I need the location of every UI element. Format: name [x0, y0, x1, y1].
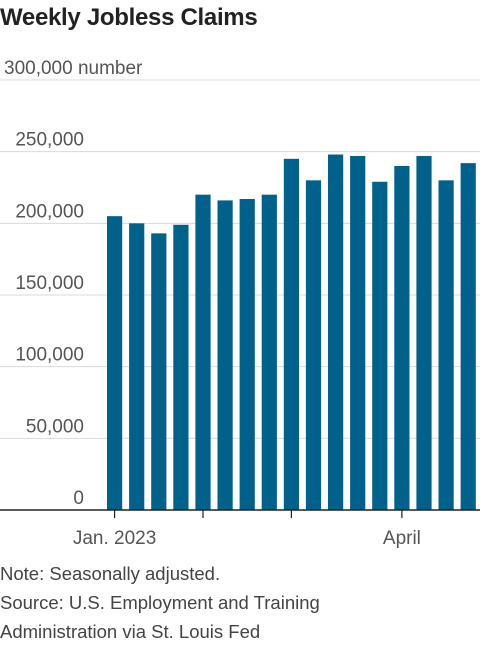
y-tick-label: 0 — [73, 488, 84, 509]
y-tick-label: 300,000 number — [4, 58, 143, 79]
bars — [107, 154, 476, 511]
bar — [394, 166, 410, 510]
y-tick-label: 150,000 — [15, 273, 84, 294]
bar — [151, 233, 167, 510]
bar — [328, 154, 344, 510]
source-text-line2: Administration via St. Louis Fed — [0, 621, 261, 642]
bar — [305, 180, 322, 511]
y-axis-labels: 0 50,000 100,000 150,000 200,000 250,000 300,0… — [4, 58, 143, 509]
bar — [438, 180, 454, 511]
y-tick-label: 250,000 — [15, 130, 84, 151]
bar — [283, 158, 299, 510]
y-tick-label: 50,000 — [26, 416, 84, 437]
bar — [107, 216, 123, 510]
source-text-line1: Source: U.S. Employment and Training — [0, 592, 320, 613]
bar — [350, 155, 366, 510]
bar — [372, 181, 388, 510]
x-tick-label: Jan. 2023 — [73, 528, 156, 549]
bar — [261, 194, 277, 510]
bar — [129, 223, 145, 511]
bar — [239, 198, 255, 510]
bar-chart: 0 50,000 100,000 150,000 200,000 250,000 300,0… — [0, 58, 480, 549]
note-text: Note: Seasonally adjusted. — [0, 563, 221, 584]
bar — [416, 155, 432, 510]
chart-title: Weekly Jobless Claims — [0, 4, 258, 31]
bar — [195, 194, 211, 510]
y-tick-label: 200,000 — [15, 201, 84, 222]
y-tick-label: 100,000 — [15, 345, 84, 366]
x-axis-ticks: Jan. 2023 April — [73, 510, 421, 549]
x-tick-label: April — [383, 528, 421, 549]
bar — [217, 200, 233, 510]
bar — [173, 224, 189, 510]
bar — [460, 163, 476, 510]
